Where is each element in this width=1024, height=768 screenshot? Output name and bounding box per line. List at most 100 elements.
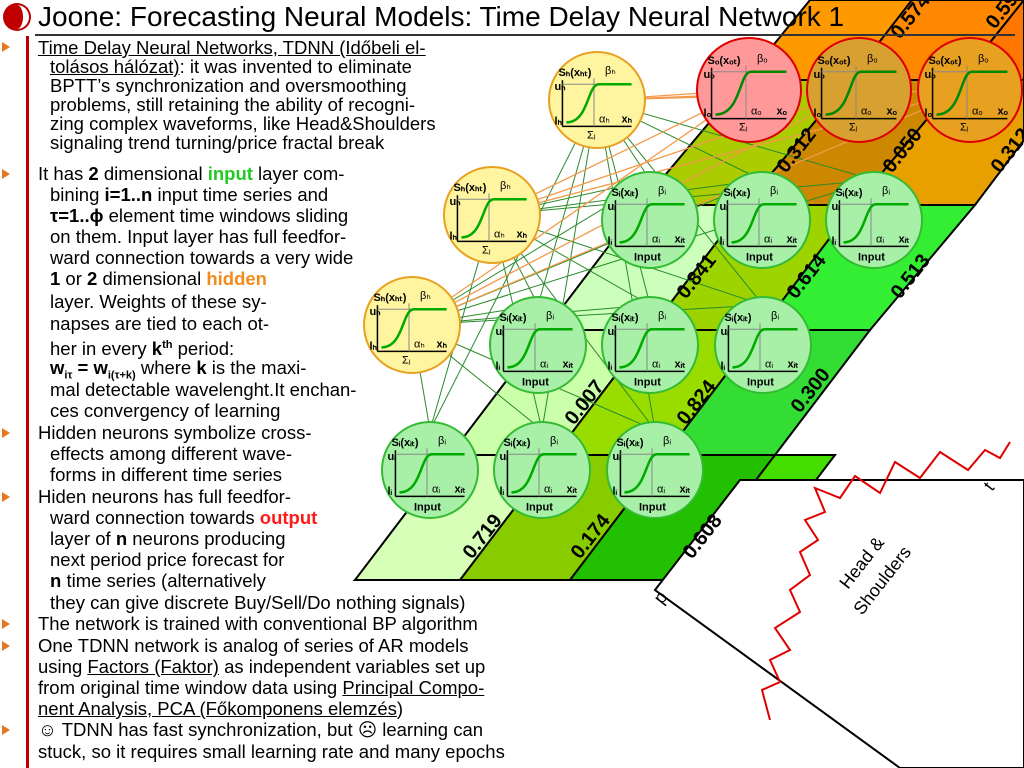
lower-bound-label: lᵢ [720,360,725,372]
beta-label: βᵢ [882,185,890,197]
price-series-line [760,441,1011,721]
sigmoid-curve [825,70,897,116]
activation-function-label: Sₒ(xₒₜ) [708,55,741,67]
input-neuron: Sᵢ(xᵢₜ) βᵢ uᵢ lᵢ αᵢ xᵢₜ Input [493,421,591,519]
upper-bound-label: uᵢ [495,326,504,338]
sigmoid-curve [619,327,685,369]
activation-function-label: Sᵢ(xᵢₜ) [499,312,526,324]
input-neuron: Sᵢ(xᵢₜ) βᵢ uᵢ lᵢ αᵢ xᵢₜ Input [606,421,704,519]
beta-label: βᵢ [550,435,558,447]
upper-bound-label: uₒ [814,69,826,81]
output-neuron: Sₒ(xₒₜ) βₒ uₒ lₒ αₒ xₒ Σⱼ [917,37,1023,143]
alpha-label: αᵢ [540,358,548,370]
upper-bound-label: uᵢ [387,451,396,463]
activation-function-label: Sᵢ(xᵢₜ) [503,437,530,449]
x-label: xᵢₜ [675,358,686,370]
upper-bound-label: uᵢ [607,326,616,338]
input-neuron-body [606,421,704,519]
activation-function-label: Sᵢ(xᵢₜ) [723,187,750,199]
title-rule [35,34,1015,36]
beta-label: βₒ [867,53,877,65]
lower-bound-label: lₒ [704,108,712,120]
sigmoid-curve [624,452,690,494]
x-label: xᵢₜ [680,483,691,495]
beta-label: βₕ [605,65,616,77]
upper-bound-label: uᵢ [720,326,729,338]
alpha-label: αₒ [972,106,983,118]
input-label: Input [747,376,774,388]
upper-bound-label: uₒ [925,69,937,81]
input-neuron: Sᵢ(xᵢₜ) βᵢ uᵢ lᵢ αᵢ xᵢₜ Input [601,296,699,394]
lower-bound-label: lᵢ [499,485,504,497]
beta-label: βᵢ [658,185,666,197]
lower-bound-label: lᵢ [607,360,612,372]
x-label: xₒ [886,106,897,118]
input-neuron-body [489,296,587,394]
beta-label: βₕ [500,180,511,192]
hidden-neuron-body [548,51,646,149]
output-neuron: Sₒ(xₒₜ) βₒ uₒ lₒ αₒ xₒ Σⱼ [696,37,802,143]
lower-bound-label: lₒ [925,108,933,120]
alpha-label: αₒ [861,106,872,118]
beta-label: βᵢ [438,435,446,447]
sigmoid-curve [843,202,909,244]
input-neuron: Sᵢ(xᵢₜ) βᵢ uᵢ lᵢ αᵢ xᵢₜ Input [601,171,699,269]
sigmoid-curve [461,197,527,239]
input-neuron: Sᵢ(xᵢₜ) βᵢ uᵢ lᵢ αᵢ xᵢₜ Input [489,296,587,394]
sigmoid-curve [507,327,573,369]
hidden-neuron-body [363,276,461,374]
lower-bound-label: lᵢ [612,485,617,497]
input-hidden-synapse [411,304,764,326]
x-label: xᵢₜ [899,233,910,245]
output-neuron-body [917,37,1023,143]
x-label: xₒ [776,106,787,118]
sigma-label: Σⱼ [849,122,858,134]
x-label: xₕ [517,228,528,240]
input-label: Input [414,501,441,513]
input-label: Input [522,376,549,388]
alpha-label: αᵢ [876,233,884,245]
alpha-label: αᵢ [544,483,552,495]
input-label: Input [746,251,773,263]
activation-function-label: Sᵢ(xᵢₜ) [611,312,638,324]
input-hidden-synapse [429,99,598,431]
chart-panel [653,479,1024,768]
lower-bound-label: lᵢ [831,235,836,247]
input-neuron: Sᵢ(xᵢₜ) βᵢ uᵢ lᵢ αᵢ xᵢₜ Input [381,421,479,519]
x-label: xᵢₜ [455,483,466,495]
input-neuron-body [714,296,812,394]
input-label: Input [858,251,885,263]
left-accent-bar [26,36,29,768]
hidden-neuron: Sₕ(xₕₜ) βₕ uₕ lₕ αₕ xₕ Σⱼ [363,276,461,374]
logo-icon [2,2,32,32]
beta-label: βᵢ [658,310,666,322]
input-neuron-body [713,171,811,269]
x-label: xₕ [622,113,633,125]
hidden-output-synapse [411,89,750,326]
beta-label: βₒ [978,53,988,65]
upper-bound-label: uₕ [449,196,461,208]
lower-bound-label: lₒ [814,108,822,120]
output-neuron-body [696,37,802,143]
x-label: xₒ [997,106,1008,118]
activation-function-label: Sₕ(xₕₜ) [558,67,591,79]
lower-bound-label: lₕ [554,115,562,127]
upper-bound-label: uₒ [704,69,716,81]
activation-function-label: Sᵢ(xᵢₜ) [611,187,638,199]
x-label: xᵢₜ [563,358,574,370]
page-title: Joone: Forecasting Neural Models: Time D… [38,1,845,32]
upper-bound-label: uₕ [554,81,566,93]
alpha-label: αᵢ [432,483,440,495]
alpha-label: αᵢ [652,358,660,370]
alpha-label: αᵢ [657,483,665,495]
activation-function-label: Sᵢ(xᵢₜ) [724,312,751,324]
upper-bound-label: uᵢ [607,201,616,213]
sigmoid-curve [511,452,577,494]
alpha-label: αₒ [751,106,762,118]
sigma-label: Σⱼ [960,122,969,134]
beta-label: βᵢ [546,310,554,322]
lower-bound-label: lₕ [369,340,377,352]
beta-label: βᵢ [770,185,778,197]
